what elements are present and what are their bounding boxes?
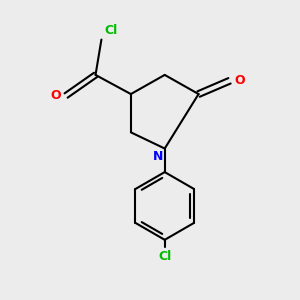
Text: N: N: [153, 150, 163, 163]
Text: Cl: Cl: [104, 24, 118, 37]
Text: O: O: [50, 89, 61, 102]
Text: Cl: Cl: [158, 250, 171, 263]
Text: O: O: [235, 74, 245, 87]
